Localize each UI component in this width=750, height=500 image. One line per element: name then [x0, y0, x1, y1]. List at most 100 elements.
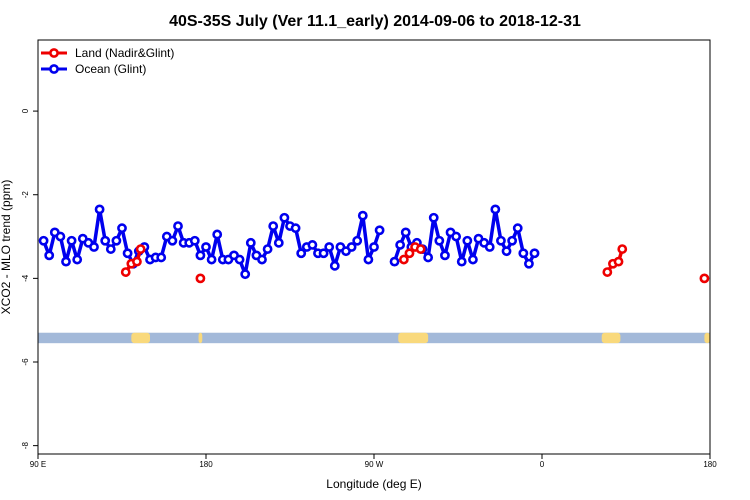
- data-point: [404, 248, 415, 259]
- data-point: [111, 235, 122, 246]
- data-point: [389, 256, 400, 267]
- data-point: [352, 235, 363, 246]
- x-tick-label: 180: [199, 460, 213, 469]
- data-point: [423, 252, 434, 263]
- data-point: [507, 235, 518, 246]
- data-point: [329, 260, 340, 271]
- data-point: [456, 256, 467, 267]
- data-point: [38, 235, 49, 246]
- data-point: [61, 256, 71, 267]
- data-point: [290, 223, 301, 234]
- x-tick-label: 90 E: [30, 460, 46, 469]
- data-point: [307, 240, 318, 250]
- data-point: [240, 269, 251, 280]
- data-point: [120, 267, 131, 277]
- data-point: [451, 231, 462, 242]
- data-point: [374, 225, 385, 236]
- y-axis: 0 -2 -4 -6 -8: [21, 108, 38, 449]
- legend: Land (Nadir&Glint) Ocean (Glint): [41, 46, 174, 76]
- data-point: [173, 221, 183, 231]
- data-point: [434, 235, 445, 246]
- x-tick-label: 0: [540, 460, 545, 469]
- data-point: [234, 254, 245, 265]
- data-point: [440, 250, 450, 261]
- legend-item: Land (Nadir&Glint): [41, 46, 174, 60]
- data-point: [428, 212, 439, 223]
- data-point: [201, 242, 211, 252]
- ocean-band: [38, 332, 710, 344]
- x-tick-label: 180: [703, 460, 717, 469]
- data-point: [357, 210, 368, 221]
- data-point: [195, 250, 206, 261]
- x-tick-label: 90 W: [365, 460, 384, 469]
- data-point: [94, 204, 105, 215]
- data-point: [518, 248, 529, 259]
- data-point: [369, 242, 379, 252]
- data-point: [501, 246, 512, 257]
- chart-title: 40S-35S July (Ver 11.1_early) 2014-09-06…: [169, 13, 581, 30]
- data-point: [117, 223, 127, 234]
- data-point: [524, 258, 534, 269]
- data-point: [318, 248, 329, 259]
- x-axis-label: Longitude (deg E): [326, 477, 421, 491]
- data-point: [400, 227, 411, 238]
- y-tick-label: -4: [21, 274, 30, 282]
- data-point: [135, 244, 146, 254]
- land-patch: [198, 332, 203, 344]
- legend-marker: [49, 48, 59, 58]
- legend-marker: [49, 64, 59, 74]
- data-point: [490, 204, 501, 215]
- land-patch: [398, 332, 429, 344]
- y-tick-label: 0: [21, 108, 30, 113]
- data-point: [617, 244, 628, 254]
- data-point: [262, 244, 273, 254]
- land-patch: [131, 332, 150, 344]
- land-patch: [704, 332, 710, 344]
- data-point: [44, 250, 55, 261]
- data-point: [257, 254, 267, 265]
- data-point: [462, 235, 473, 246]
- series-line: [41, 207, 382, 276]
- data-point: [415, 244, 426, 254]
- y-tick-label: -2: [21, 191, 30, 199]
- data-point: [89, 242, 99, 252]
- series-land-nadir-glint-: [120, 242, 710, 284]
- data-point: [167, 235, 178, 246]
- data-point: [122, 248, 133, 259]
- data-point: [156, 252, 167, 263]
- data-point: [398, 254, 409, 265]
- data-point: [189, 235, 200, 246]
- data-point: [105, 244, 116, 254]
- data-point: [268, 221, 279, 231]
- series-ocean-glint-: [38, 204, 540, 280]
- data-point: [324, 242, 335, 252]
- data-point: [55, 231, 66, 242]
- data-point: [273, 237, 284, 248]
- y-tick-label: -8: [21, 442, 30, 450]
- series-layer: [38, 204, 710, 284]
- legend-label: Land (Nadir&Glint): [75, 46, 174, 60]
- data-point: [346, 242, 357, 252]
- data-point: [363, 254, 374, 265]
- y-tick-label: -6: [21, 358, 30, 366]
- data-point: [613, 256, 624, 267]
- y-axis-label: XCO2 - MLO trend (ppm): [0, 180, 13, 315]
- data-point: [496, 235, 506, 246]
- data-point: [100, 235, 111, 246]
- data-point: [484, 242, 495, 252]
- data-point: [245, 237, 256, 248]
- land-patch: [601, 332, 621, 344]
- legend-label: Ocean (Glint): [75, 62, 146, 76]
- land-ocean-band: [38, 332, 710, 344]
- data-point: [602, 267, 613, 277]
- legend-item: Ocean (Glint): [41, 62, 146, 76]
- data-point: [195, 273, 206, 284]
- data-point: [395, 240, 406, 250]
- data-point: [66, 235, 77, 246]
- x-axis: 90 E 180 90 W 0 180: [30, 454, 717, 469]
- data-point: [72, 254, 83, 265]
- data-point: [529, 248, 540, 259]
- data-point: [296, 248, 307, 259]
- data-point: [699, 273, 710, 284]
